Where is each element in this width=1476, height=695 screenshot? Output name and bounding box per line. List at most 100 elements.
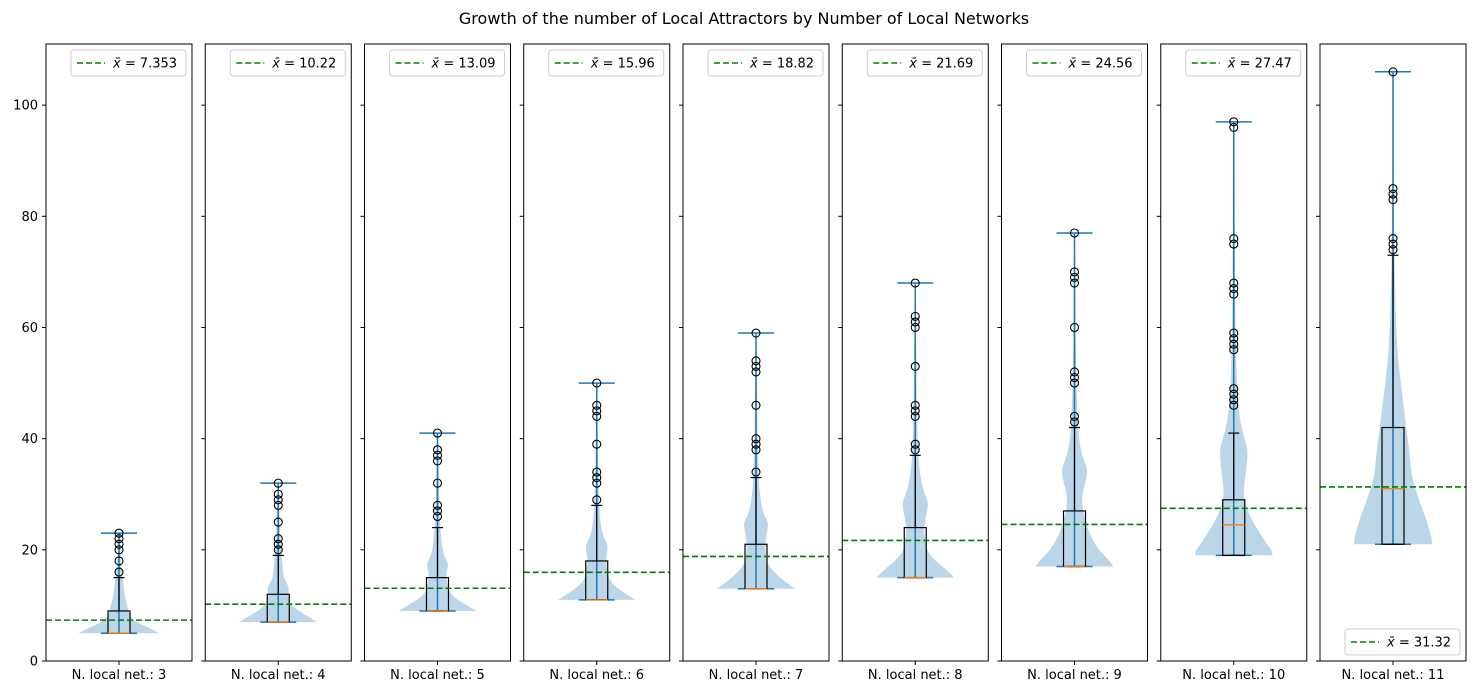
outlier-point <box>432 500 443 510</box>
panel-1: 0 20 40 60 80 100 N. local net.: 3 x̄ = 7.353 <box>13 43 193 683</box>
outlier-point <box>1069 267 1080 277</box>
outlier-point <box>432 456 443 466</box>
x-tick-label: N. local net.: 8 <box>868 668 963 683</box>
outlier-point <box>114 567 124 577</box>
outlier-point <box>910 361 920 371</box>
outlier-point <box>910 322 920 333</box>
legend-box <box>866 49 983 77</box>
outlier-point <box>1229 289 1239 299</box>
legend-box <box>707 49 824 77</box>
legend: x̄ = 21.69 <box>866 49 983 77</box>
outlier-point <box>751 439 761 449</box>
outlier-point <box>1229 122 1239 132</box>
outlier-point <box>751 467 761 477</box>
x-tick-label: N. local net.: 5 <box>390 668 485 683</box>
x-tick-label: N. local net.: 10 <box>1182 668 1285 683</box>
y-tick-label: 80 <box>21 210 38 225</box>
outlier-point <box>1229 395 1239 405</box>
outlier-point <box>1229 328 1239 338</box>
outlier-point <box>592 473 602 483</box>
outlier-point <box>1388 183 1398 194</box>
legend: x̄ = 24.56 <box>1026 49 1142 77</box>
legend: x̄ = 15.96 <box>548 49 665 77</box>
outlier-point <box>592 406 602 416</box>
outlier-point <box>592 495 602 505</box>
outlier-point <box>432 506 443 516</box>
legend-label: x̄ = 15.96 <box>590 57 655 72</box>
legend: x̄ = 18.82 <box>707 49 824 77</box>
outlier-point <box>114 545 124 555</box>
panel-9: N. local net.: 11 x̄ = 31.32 <box>1316 43 1467 683</box>
outlier-point <box>910 411 920 421</box>
outlier-point <box>592 411 602 421</box>
legend-label: x̄ = 31.32 <box>1386 636 1451 651</box>
outlier-point <box>751 328 761 338</box>
legend: x̄ = 10.22 <box>229 49 346 77</box>
outlier-point <box>1229 384 1239 394</box>
outlier-point <box>432 445 443 455</box>
legend-label: x̄ = 13.09 <box>431 57 496 72</box>
outlier-point <box>114 534 124 544</box>
outlier-point <box>1229 400 1239 410</box>
panel-3: N. local net.: 5 x̄ = 13.09 <box>360 43 511 683</box>
outlier-point <box>592 467 602 477</box>
chart-title: Growth of the number of Local Attractors… <box>459 9 1029 28</box>
outlier-point <box>1069 411 1080 421</box>
outlier-point <box>910 311 920 321</box>
y-tick-label: 0 <box>30 655 38 670</box>
outlier-point <box>273 500 283 510</box>
panel-8: N. local net.: 10 x̄ = 27.47 <box>1156 43 1308 683</box>
outlier-point <box>1388 245 1398 255</box>
legend-box <box>389 49 505 77</box>
outlier-point <box>1069 372 1080 383</box>
legend: x̄ = 27.47 <box>1185 49 1302 77</box>
legend-box <box>1344 628 1461 656</box>
x-tick-label: N. local net.: 6 <box>549 668 644 683</box>
outlier-point <box>910 317 920 327</box>
legend-box <box>229 49 346 77</box>
legend: x̄ = 31.32 <box>1344 628 1461 656</box>
legend-label: x̄ = 10.22 <box>271 57 336 72</box>
outlier-point <box>1229 339 1239 349</box>
outlier-point <box>910 406 920 416</box>
outlier-point <box>114 539 124 549</box>
outlier-point <box>273 539 283 549</box>
panel-6: N. local net.: 8 x̄ = 21.69 <box>838 43 989 683</box>
legend-box <box>70 49 187 77</box>
outlier-point <box>1388 195 1398 205</box>
y-tick-label: 60 <box>21 321 38 336</box>
outlier-point <box>592 400 602 410</box>
y-tick-label: 20 <box>21 543 38 558</box>
outlier-point <box>273 478 283 488</box>
panel-7: N. local net.: 9 x̄ = 24.56 <box>997 43 1148 683</box>
outlier-point <box>1388 239 1398 249</box>
legend: x̄ = 13.09 <box>389 49 505 77</box>
outlier-point <box>910 278 920 288</box>
outlier-point <box>273 545 283 555</box>
outlier-point <box>1229 389 1239 399</box>
outlier-point <box>273 495 283 505</box>
outlier-point <box>592 439 602 449</box>
outlier-point <box>1229 284 1239 294</box>
outlier-point <box>273 489 283 499</box>
outlier-point <box>1388 67 1398 77</box>
legend-label: x̄ = 21.69 <box>908 57 973 72</box>
legend-label: x̄ = 18.82 <box>749 57 814 72</box>
outlier-point <box>910 400 920 410</box>
panel-5: N. local net.: 7 x̄ = 18.82 <box>679 43 830 683</box>
legend-label: x̄ = 24.56 <box>1068 57 1133 72</box>
outlier-point <box>1229 233 1239 244</box>
outlier-point <box>114 556 124 566</box>
y-tick-label: 40 <box>21 432 38 447</box>
legend: x̄ = 7.353 <box>70 49 187 77</box>
x-tick-label: N. local net.: 7 <box>709 668 804 683</box>
outlier-point <box>432 428 443 438</box>
panel-4: N. local net.: 6 x̄ = 15.96 <box>519 43 671 683</box>
panels-layer: 0 20 40 60 80 100 N. local net.: 3 x̄ = 7.353 N.… <box>13 43 1467 683</box>
outlier-point <box>1069 417 1080 427</box>
legend-label: x̄ = 27.47 <box>1227 57 1292 72</box>
outlier-point <box>751 445 761 455</box>
outlier-point <box>432 450 443 460</box>
